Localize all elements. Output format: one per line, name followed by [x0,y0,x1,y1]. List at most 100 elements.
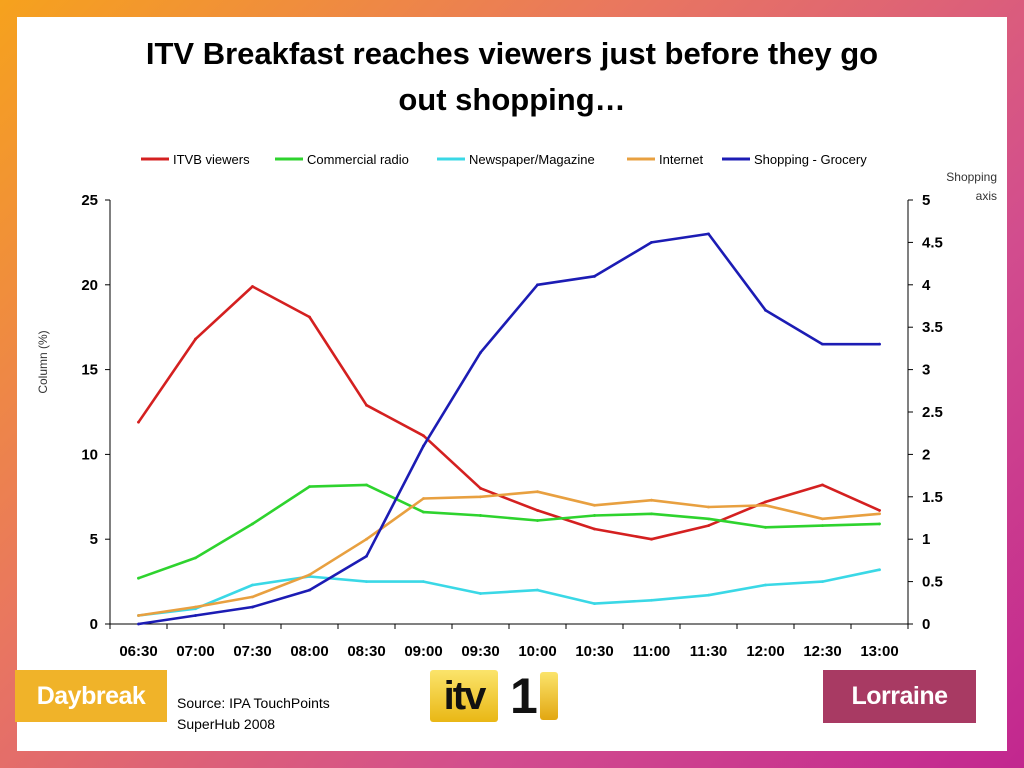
x-tick-label: 07:30 [233,643,271,660]
data-point [422,510,425,514]
data-point [593,602,596,606]
source-line-1: Source: IPA TouchPoints [177,695,330,711]
x-tick-label: 08:00 [290,643,328,660]
right-y-tick-label: 2.5 [922,404,943,421]
source-note: Source: IPA TouchPoints SuperHub 2008 [177,693,330,735]
data-point [764,583,767,587]
data-point [365,554,368,558]
left-y-tick-label: 15 [81,362,98,379]
data-point [251,583,254,587]
data-point [365,403,368,407]
data-point [707,524,710,528]
data-point [365,537,368,541]
right-y-tick-label: 5 [922,192,930,209]
series-line-commercial-radio [137,483,881,580]
data-point [479,592,482,595]
slide: ITV Breakfast reaches viewers just befor… [17,17,1007,751]
data-point [479,351,482,355]
data-point [707,517,710,521]
right-y-tick-label: 0.5 [922,574,943,591]
data-point [764,500,767,504]
data-point [536,519,539,522]
data-point [650,498,653,502]
data-point [707,505,710,509]
data-point [650,512,653,516]
x-tick-label: 12:00 [746,643,784,660]
data-point [308,485,311,489]
data-point [650,241,653,244]
data-point [194,605,197,609]
data-point [536,588,539,592]
data-point [821,483,824,487]
data-point [422,497,425,500]
data-point [821,342,824,346]
data-point [479,495,482,499]
left-y-tick-label: 25 [81,192,98,209]
data-point [137,576,140,580]
x-tick-label: 13:00 [860,643,898,660]
x-tick-label: 07:00 [176,643,214,660]
x-tick-label: 10:30 [575,643,613,660]
y-axis-title: Column (%) [36,330,50,393]
data-point [251,522,254,526]
data-point [878,512,881,516]
data-point [422,434,425,438]
itv-logo-word: itv [430,670,498,722]
data-point [137,614,140,617]
data-point [422,444,425,448]
data-point [593,503,596,507]
data-point [251,285,254,288]
data-point [365,483,368,487]
data-point [308,588,311,592]
legend-label: Newspaper/Magazine [469,152,595,167]
data-point [137,622,140,626]
data-point [194,337,197,341]
title-line-2: out shopping… [398,82,626,117]
data-point [536,490,539,494]
data-point [308,573,311,577]
legend-label: ITVB viewers [173,152,250,167]
legend-label: Shopping - Grocery [754,152,867,167]
data-point [650,537,653,541]
data-point [194,614,197,617]
daybreak-logo: Daybreak [15,670,167,722]
itv1-logo: itv 1 [430,670,560,722]
left-y-tick-label: 10 [81,446,98,463]
data-point [422,580,425,583]
x-tick-label: 08:30 [347,643,385,660]
data-point [194,556,197,560]
x-tick-label: 10:00 [518,643,556,660]
itv-logo-bar [540,672,558,720]
series-line-shopping-grocery [137,232,881,626]
right-y-tick-label: 4 [922,277,931,294]
data-point [593,527,596,531]
data-point [821,524,824,528]
source-line-2: SuperHub 2008 [177,716,276,732]
right-y-tick-label: 0 [922,616,930,633]
data-point [878,568,881,572]
data-point [707,232,710,236]
x-tick-label: 11:30 [690,643,728,660]
right-y-tick-label: 1.5 [922,489,943,506]
data-point [764,308,767,312]
series-line-internet [137,490,881,617]
data-point [479,514,482,517]
right-y-tick-label: 3 [922,362,930,379]
series-line-newspaper-magazine [137,568,881,617]
data-point [479,486,482,490]
data-point [137,420,140,424]
data-point [821,580,824,583]
right-y-tick-label: 1 [922,531,930,548]
right-y-tick-label: 4.5 [922,234,943,251]
data-point [251,605,254,609]
x-tick-label: 11:00 [633,643,671,660]
data-point [593,514,596,517]
data-point [251,595,254,599]
data-point [764,525,767,529]
data-point [536,283,539,287]
right-y-axis-title: Shopping axis [946,170,997,203]
legend-label: Commercial radio [307,152,409,167]
data-point [308,315,311,319]
x-tick-label: 09:30 [461,643,499,660]
